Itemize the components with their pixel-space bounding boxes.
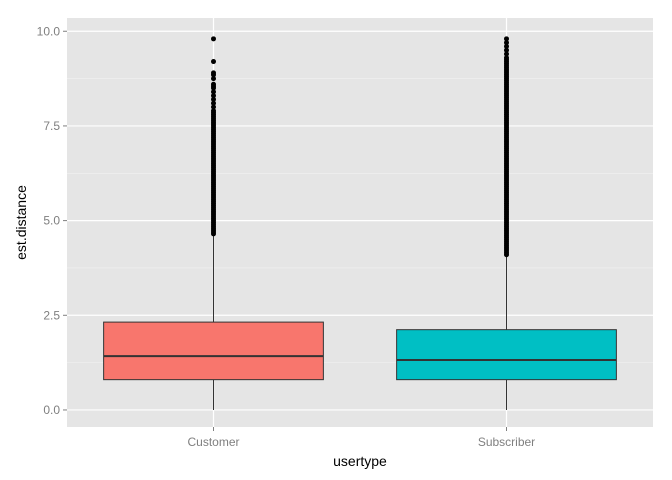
outlier-point	[211, 96, 216, 102]
y-tick-label: 0.0	[43, 403, 60, 417]
y-axis-title: est.distance	[13, 185, 29, 260]
box-iqr	[103, 321, 324, 381]
outlier-point	[211, 104, 216, 110]
box-iqr	[396, 329, 617, 381]
outlier-point	[211, 70, 216, 76]
y-tick-label: 7.5	[43, 119, 60, 133]
outlier-point	[211, 36, 216, 42]
outlier-point	[211, 108, 216, 114]
outlier-point	[211, 89, 216, 95]
outlier-point	[211, 100, 216, 106]
outlier-point	[211, 93, 216, 99]
boxes-layer	[103, 36, 617, 410]
outlier-point	[504, 40, 509, 46]
outlier-point	[504, 47, 509, 53]
box-subscriber	[396, 36, 617, 410]
outlier-point	[504, 55, 509, 61]
outlier-point	[504, 36, 509, 42]
y-tick-label: 10.0	[37, 24, 61, 38]
box-customer	[103, 36, 324, 410]
y-tick-label: 5.0	[43, 214, 60, 228]
outlier-point	[211, 59, 216, 65]
x-axis: Customer Subscriber	[187, 427, 535, 449]
x-tick-label: Customer	[187, 435, 239, 449]
outlier-point	[211, 76, 216, 82]
outlier-point	[211, 81, 216, 87]
x-tick-label: Subscriber	[478, 435, 535, 449]
outlier-point	[504, 51, 509, 57]
y-tick-label: 2.5	[43, 308, 60, 322]
x-axis-title: usertype	[333, 453, 387, 469]
outlier-point	[504, 43, 509, 49]
y-axis: 0.0 2.5 5.0 7.5 10.0	[37, 24, 67, 417]
